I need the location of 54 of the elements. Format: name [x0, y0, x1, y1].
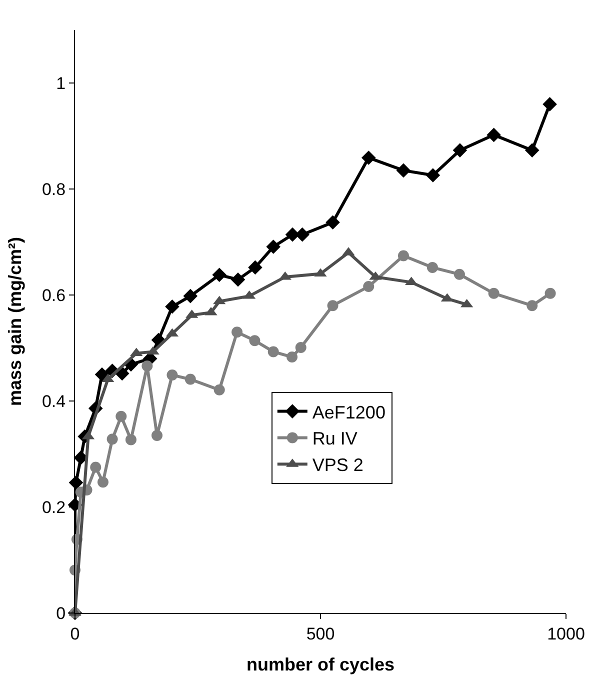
y-tick-label: 0 — [56, 604, 66, 623]
point — [363, 281, 374, 292]
point — [295, 342, 306, 353]
point — [68, 475, 84, 490]
point — [327, 300, 338, 312]
point — [486, 128, 501, 142]
x-tick-label: 500 — [306, 624, 335, 644]
y-tick-label: 0.4 — [42, 392, 66, 411]
x-axis-title: number of cycles — [246, 654, 395, 674]
point — [230, 272, 246, 287]
y-tick-label: 1 — [56, 74, 66, 93]
point — [183, 288, 198, 304]
point — [248, 260, 262, 275]
point — [184, 374, 196, 385]
point — [542, 97, 557, 112]
point — [295, 227, 310, 242]
point — [90, 462, 102, 473]
point — [165, 300, 180, 314]
point — [488, 288, 500, 299]
point — [212, 268, 226, 282]
point — [426, 168, 440, 182]
x-tick-label: 1000 — [547, 624, 585, 644]
point — [266, 240, 281, 254]
point — [152, 430, 162, 441]
x-tick-label: 0 — [70, 624, 80, 644]
legend-label: VPS 2 — [312, 455, 364, 476]
point — [526, 300, 538, 312]
point — [214, 384, 225, 396]
point — [232, 326, 243, 338]
point — [94, 367, 110, 382]
point — [166, 370, 178, 381]
point — [454, 268, 465, 280]
point — [396, 163, 411, 178]
legend-label: AeF1200 — [312, 402, 386, 422]
y-tick-label: 0.2 — [42, 498, 66, 517]
point — [524, 143, 540, 158]
point — [249, 335, 260, 346]
y-axis-title: mass gain (mg/cm²) — [5, 236, 26, 406]
point — [125, 434, 136, 446]
point — [398, 250, 409, 262]
legend-label: Ru IV — [312, 428, 358, 449]
point — [326, 215, 340, 230]
point — [426, 262, 438, 273]
point — [286, 352, 298, 363]
point — [544, 288, 556, 299]
point — [97, 476, 108, 488]
point — [361, 150, 376, 165]
point — [116, 410, 127, 422]
point — [452, 143, 468, 158]
y-tick-label: 0.6 — [42, 286, 66, 305]
point — [268, 346, 279, 358]
point — [106, 434, 118, 445]
point — [142, 360, 153, 372]
y-tick-label: 0.8 — [42, 180, 66, 199]
